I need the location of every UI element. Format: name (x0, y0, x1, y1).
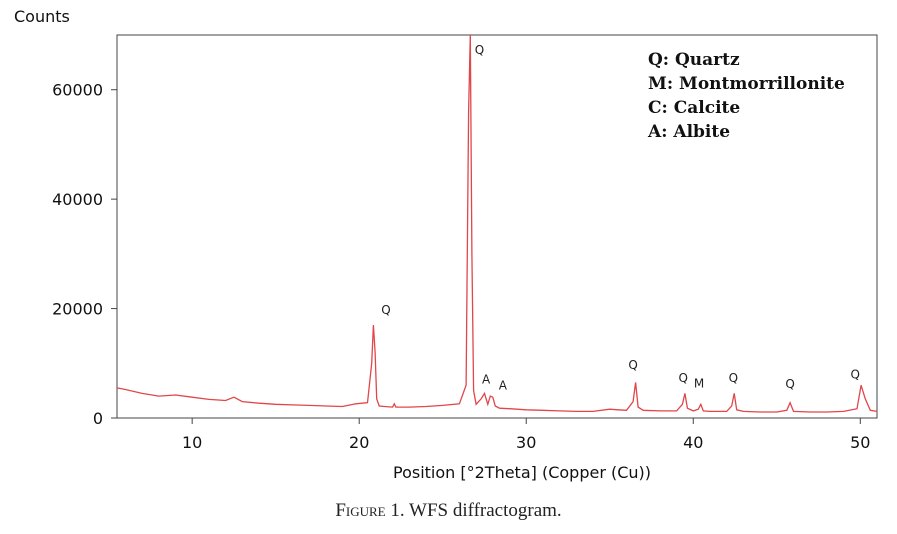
peak-label-1: Q (381, 303, 390, 317)
y-tick-label-3: 60000 (52, 81, 103, 100)
caption-text: 1. WFS diffractogram. (385, 500, 562, 521)
y-tick-label-1: 20000 (52, 300, 103, 319)
y-axis-title: Counts (14, 7, 70, 26)
peak-label-7: Q (729, 371, 738, 385)
figure-caption: Figure 1. WFS diffractogram. (0, 500, 897, 522)
x-axis-ticks: 10 20 30 40 50 (182, 418, 870, 452)
plot-frame (116, 34, 878, 419)
peak-label-8: Q (785, 377, 794, 391)
y-tick-label-2: 40000 (52, 190, 103, 209)
legend-entry-1: M: Montmorrillonite (648, 74, 845, 94)
x-tick-label-4: 50 (850, 433, 870, 452)
x-tick-label-3: 40 (683, 433, 703, 452)
peak-label-5: Q (679, 371, 688, 385)
peak-label-3: A (499, 379, 508, 393)
peak-label-2: A (482, 373, 491, 387)
peak-label-6: M (694, 376, 704, 390)
x-tick-label-1: 20 (349, 433, 369, 452)
y-axis-ticks: 0 20000 40000 60000 (52, 81, 117, 428)
legend: Q: Quartz M: Montmorrillonite C: Calcite A:… (647, 50, 845, 142)
peak-label-9: Q (851, 368, 860, 382)
peak-label-0: Q (475, 43, 484, 57)
x-tick-label-0: 10 (182, 433, 202, 452)
diffraction-series-line (116, 34, 878, 413)
peak-annotations: QQA AQQ M Q QQ (381, 43, 860, 392)
y-tick-label-0: 0 (93, 409, 103, 428)
peak-label-4: Q (628, 358, 637, 372)
x-axis-title: Position [°2Theta] (Copper (Cu)) (393, 463, 651, 482)
legend-entry-2: C: Calcite (648, 98, 740, 118)
legend-entry-0: Q: Quartz (648, 50, 740, 70)
legend-entry-3: A: Albite (647, 122, 730, 142)
x-tick-label-2: 30 (516, 433, 536, 452)
caption-label: Figure (335, 500, 386, 521)
